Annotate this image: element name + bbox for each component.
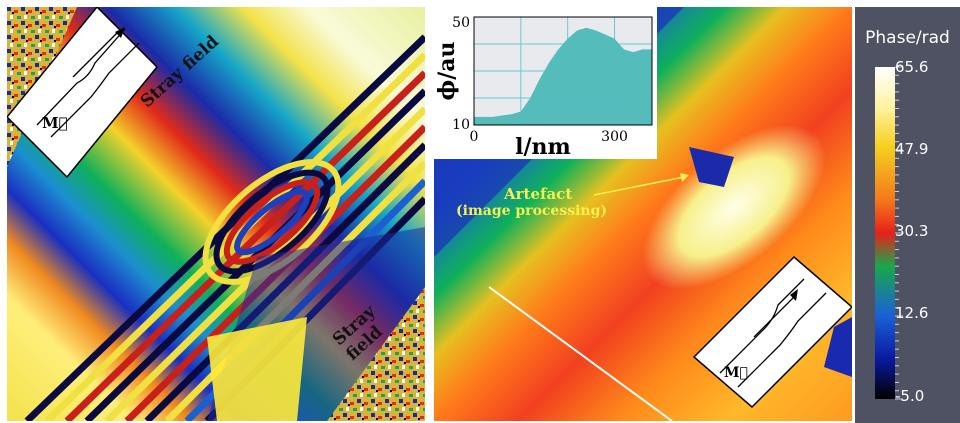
colorbar-tick-max: 65.6 [895,58,929,76]
colorbar-tick-2: 47.9 [895,140,929,158]
artefact-label: Artefact [504,185,573,203]
xtick-label-0: 0 [470,129,479,145]
colorbar-tick-4: 12.6 [895,304,929,322]
colorbar-gradient [875,66,903,400]
profile-chart: 50 100 300 l/nm ϕ/au [434,15,653,159]
x-axis-label: l/nm [515,134,571,159]
profile-area [474,27,652,125]
plot-frame [473,16,653,126]
phase-image-left: M⃗ Stray field Stray field [7,7,425,421]
phase-image-right: M⃗ Artefact (image processing) 50 10 0 300 l… [434,7,852,421]
magnetization-inset-left [7,7,159,179]
artefact-sublabel: (image processing) [456,203,608,219]
phase-map-left [7,7,425,421]
colorbar-title: Phase/rad [865,28,950,48]
colorbar-tick-min: -5.0 [895,387,925,405]
xtick-label-300: 300 [601,129,628,145]
y-axis-label: ϕ/au [434,41,460,100]
profile-inset: 50 10 0 300 l/nm ϕ/au [434,7,657,159]
colorbar-tick-3: 30.3 [895,222,929,240]
magnetization-label-left: M⃗ [42,114,68,132]
colorbar: Phase/rad 65.6 47.9 30.3 12.6 -5.0 [855,7,960,423]
magnetization-inset-right [692,255,852,409]
artefact-arrow [593,173,689,196]
magnetization-label-right: M⃗ [724,365,748,381]
ytick-label-10: 10 [452,117,470,133]
ytick-label-50: 50 [452,15,470,31]
